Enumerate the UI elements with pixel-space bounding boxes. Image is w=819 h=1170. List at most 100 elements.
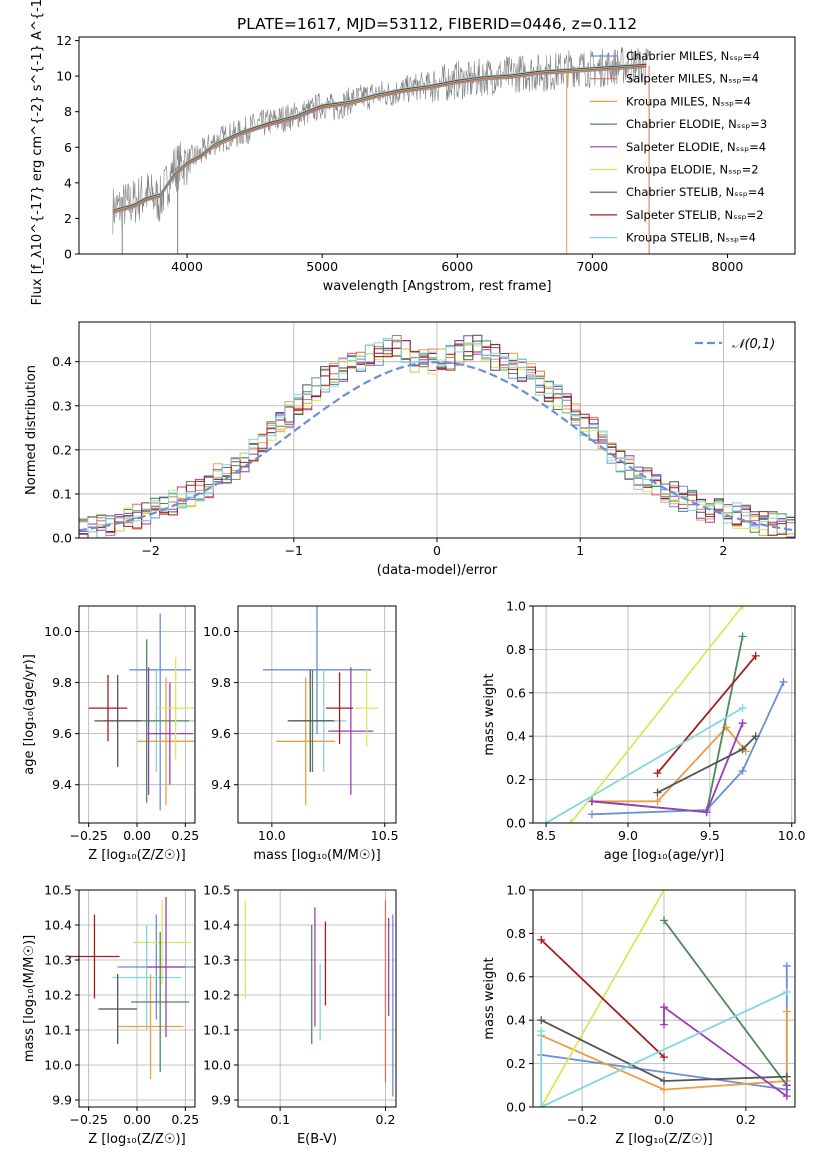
x-tick-label: 0.25 bbox=[171, 1112, 199, 1127]
y-tick-label: 0 bbox=[64, 247, 72, 262]
x-tick-label: 4000 bbox=[171, 259, 203, 274]
x-tick-label: 7000 bbox=[576, 259, 608, 274]
weight-marker bbox=[653, 769, 662, 778]
x-tick-label: 10.0 bbox=[778, 828, 806, 843]
y-tick-label: 10.3 bbox=[203, 953, 231, 968]
weight-marker bbox=[542, 819, 551, 823]
x-axis-label: (data-model)/error bbox=[377, 563, 498, 578]
weight-line bbox=[569, 606, 744, 823]
y-tick-label: 9.6 bbox=[211, 726, 231, 741]
y-tick-label: 9.8 bbox=[52, 675, 72, 690]
y-tick-label: 0.2 bbox=[506, 772, 526, 787]
weight-marker bbox=[782, 987, 791, 996]
legend-label: Chabrier ELODIE, Nₛₛₚ=3 bbox=[626, 117, 767, 131]
y-tick-label: 10.2 bbox=[203, 988, 231, 1003]
figure-title: PLATE=1617, MJD=53112, FIBERID=0446, z=0… bbox=[237, 15, 637, 33]
weight-marker bbox=[587, 810, 596, 819]
y-tick-label: 0.0 bbox=[506, 1100, 526, 1115]
x-tick-label: −0.25 bbox=[70, 828, 108, 843]
legend-label: Salpeter MILES, Nₛₛₚ=4 bbox=[626, 72, 759, 86]
y-tick-label: 0.2 bbox=[506, 1056, 526, 1071]
y-tick-label: 10.1 bbox=[44, 1023, 72, 1038]
y-axis-label: Flux [f_λ10^{-17} erg cm^{-2} s^{-1} A^{… bbox=[30, 0, 45, 305]
weight-marker bbox=[738, 606, 747, 610]
y-tick-label: 0.6 bbox=[506, 685, 526, 700]
y-tick-label: 0.4 bbox=[52, 354, 72, 369]
y-tick-label: 6 bbox=[64, 140, 72, 155]
weight-line bbox=[663, 919, 788, 1086]
weight-lines bbox=[537, 890, 791, 1107]
y-tick-label: 9.4 bbox=[52, 777, 72, 792]
spectrum-frame bbox=[78, 36, 796, 255]
y-tick-label: 0.4 bbox=[506, 729, 526, 744]
weight-marker bbox=[738, 745, 747, 754]
x-axis-label: wavelength [Angstrom, rest frame] bbox=[323, 279, 552, 294]
x-tick-label: 8000 bbox=[712, 259, 744, 274]
y-tick-label: 10.0 bbox=[203, 1058, 231, 1073]
age-vs-Z-panel: −0.25 0.00 0.25 9.4 9.6 9.8 10.0 Z [log₁₀(Z/Z☉)… bbox=[22, 605, 199, 863]
weight-line bbox=[591, 681, 785, 816]
x-tick-label: 0.2 bbox=[736, 1112, 756, 1127]
mass-vs-ebv-marks bbox=[244, 900, 394, 1097]
weight-line bbox=[540, 991, 788, 1107]
x-tick-label: 10.5 bbox=[371, 828, 399, 843]
y-tick-label: 10.0 bbox=[44, 1058, 72, 1073]
weight-lines bbox=[542, 606, 788, 823]
y-tick-label: 10 bbox=[56, 69, 72, 84]
y-tick-label: 0.4 bbox=[506, 1013, 526, 1028]
age-vs-Z-marks bbox=[88, 613, 195, 811]
y-tick-label: 9.6 bbox=[52, 726, 72, 741]
weight-marker bbox=[653, 788, 662, 797]
legend-label: Kroupa ELODIE, Nₛₛₚ=2 bbox=[626, 163, 759, 177]
x-tick-label: −0.25 bbox=[70, 1112, 108, 1127]
x-tick-label: 0.25 bbox=[171, 828, 199, 843]
x-axis-label: E(B-V) bbox=[297, 1132, 337, 1147]
x-tick-label: 1 bbox=[576, 543, 584, 558]
legend-label: Chabrier MILES, Nₛₛₚ=4 bbox=[626, 49, 760, 63]
y-axis-label: age [log₁₀(age/yr)] bbox=[22, 654, 37, 775]
y-tick-label: 0.1 bbox=[52, 486, 72, 501]
x-axis-label: Z [log₁₀(Z/Z☉)] bbox=[615, 1132, 712, 1147]
y-tick-label: 10.5 bbox=[203, 883, 231, 898]
mass-weight-vs-Z-panel: −0.2 0.0 0.2 0.0 0.2 0.4 0.6 0.8 1.0 Z [log₁₀(Z/Z… bbox=[482, 883, 796, 1147]
x-tick-label: 0.00 bbox=[123, 1112, 151, 1127]
residual-histogram-panel: 𝒩(0,1) −2 −1 0 1 2 0.0 0.1 0.2 0.3 0.4 (data-model)… bbox=[24, 321, 796, 578]
legend-label: Kroupa MILES, Nₛₛₚ=4 bbox=[626, 94, 751, 108]
y-tick-label: 10.4 bbox=[203, 918, 231, 933]
mass-weight-vs-age-panel: 8.5 9.0 9.5 10.0 0.0 0.2 0.4 0.6 0.8 1.0 age [log₁… bbox=[482, 599, 806, 864]
observed-spectrum bbox=[112, 47, 650, 235]
y-tick-label: 9.9 bbox=[52, 1093, 72, 1108]
weight-line bbox=[663, 1005, 788, 1098]
y-tick-label: 0.0 bbox=[506, 816, 526, 831]
weight-marker bbox=[537, 1016, 546, 1025]
weight-marker bbox=[738, 766, 747, 775]
weight-marker bbox=[660, 1020, 668, 1029]
legend-label: Chabrier STELIB, Nₛₛₚ=4 bbox=[626, 185, 765, 199]
weight-marker bbox=[537, 1103, 546, 1107]
x-tick-label: −0.2 bbox=[567, 1112, 597, 1127]
y-tick-label: 1.0 bbox=[506, 599, 526, 614]
y-tick-label: 12 bbox=[56, 33, 72, 48]
spectrum-panel: Chabrier MILES, Nₛₛₚ=4 Salpeter MILES, Nₛ… bbox=[30, 0, 796, 305]
weight-marker bbox=[779, 677, 788, 686]
x-tick-label: 6000 bbox=[441, 259, 473, 274]
legend-label: Salpeter ELODIE, Nₛₛₚ=4 bbox=[626, 140, 766, 154]
mass-weight-vs-Z-marks bbox=[537, 890, 791, 1107]
weight-line bbox=[591, 726, 747, 803]
weight-line bbox=[545, 707, 744, 823]
x-axis-label: Z [log₁₀(Z/Z☉)] bbox=[88, 1132, 185, 1147]
y-axis-label: mass weight bbox=[482, 957, 497, 1039]
spectrum-legend: Chabrier MILES, Nₛₛₚ=4 Salpeter MILES, Nₛ… bbox=[590, 49, 767, 245]
x-tick-label: 0.0 bbox=[654, 1112, 674, 1127]
weight-line bbox=[656, 655, 757, 774]
y-tick-label: 10.1 bbox=[203, 1023, 231, 1038]
weight-marker bbox=[660, 890, 668, 894]
normal-curve bbox=[78, 360, 796, 532]
weight-marker bbox=[782, 1092, 791, 1101]
weight-marker bbox=[660, 1053, 668, 1062]
y-tick-label: 10.2 bbox=[44, 988, 72, 1003]
legend-label: Kroupa STELIB, Nₛₛₚ=4 bbox=[626, 231, 756, 245]
y-axis-label: mass [log₁₀(M/M☉)] bbox=[22, 935, 37, 1062]
mass-vs-Z-marks bbox=[69, 897, 195, 1079]
mass-vs-Z-panel: −0.25 0.00 0.25 9.9 10.0 10.1 10.2 10.3 10.4 10.5… bbox=[22, 883, 199, 1148]
